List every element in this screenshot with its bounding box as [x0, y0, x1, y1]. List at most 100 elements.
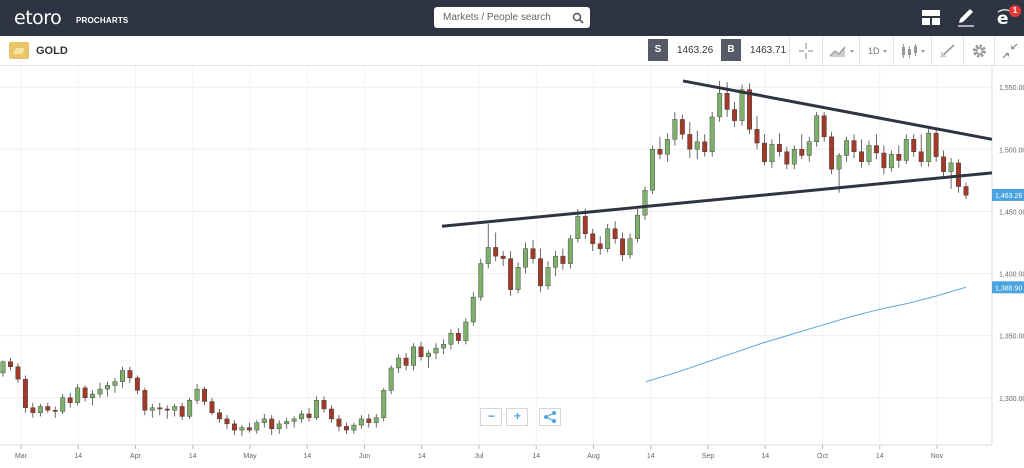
candle-body [530, 248, 536, 259]
candle-body [120, 370, 125, 382]
etoro-logo[interactable]: etoro [14, 7, 62, 29]
candle-body [933, 132, 939, 157]
candle-body [941, 156, 947, 172]
candle-up [239, 425, 245, 437]
candle-body [441, 344, 446, 349]
candle-down [52, 406, 58, 418]
search-box [434, 7, 590, 28]
candle-body [948, 162, 954, 172]
candle-body [620, 238, 626, 256]
candle-body [187, 400, 193, 417]
x-tick-label: Oct [817, 453, 828, 460]
candle-down [851, 134, 857, 158]
candle-down [8, 358, 13, 371]
candle-down [343, 422, 349, 434]
x-tick-label: Jun [359, 453, 370, 460]
trendline-upper[interactable] [682, 79, 993, 141]
candle-body [82, 387, 88, 398]
candle-up [866, 140, 872, 166]
candle-body [500, 255, 506, 259]
candle-down [508, 251, 514, 296]
candle-body [732, 109, 738, 121]
gold-bar-icon [9, 42, 29, 59]
candle-body [567, 238, 573, 264]
candle-down [246, 422, 252, 433]
notification-badge: 1 [1009, 5, 1021, 17]
candle-body [306, 413, 312, 418]
candle-down [597, 236, 603, 255]
crosshair-tool[interactable] [789, 36, 822, 66]
x-tick-label: Sep [702, 453, 715, 460]
settings-button[interactable] [963, 36, 994, 66]
candle-up [463, 318, 469, 345]
sell-button[interactable]: S [648, 39, 668, 61]
zoom-out-button[interactable]: − [480, 408, 502, 426]
candle-up [396, 354, 402, 373]
candle-body [239, 427, 245, 431]
candle-body [403, 357, 409, 366]
candle-up [254, 420, 260, 434]
candle-body [15, 366, 21, 380]
svg-text:e: e [997, 9, 1009, 28]
candle-up [358, 415, 364, 429]
price-chart[interactable]: 1,550.00 1,500.00 1,450.00 1,400.00 1,350.00… [0, 66, 1024, 463]
collapse-icon [1002, 43, 1018, 59]
account-menu-icon[interactable]: e 1 [994, 5, 1021, 30]
candle-up [836, 152, 842, 193]
candle-body [142, 390, 148, 411]
candle-up [373, 413, 379, 428]
candle-up [650, 145, 655, 194]
candle-body [821, 115, 827, 138]
candle-up [948, 157, 954, 190]
indicators-tool[interactable] [822, 36, 859, 66]
zoom-in-label: + [514, 409, 522, 423]
chart-type-selector[interactable] [893, 36, 931, 66]
candle-down [142, 387, 148, 416]
candle-body [709, 116, 715, 152]
candlestick-chart[interactable]: 1,550.00 1,500.00 1,450.00 1,400.00 1,350.00… [0, 66, 1024, 463]
timeframe-selector[interactable]: 1D [859, 36, 893, 66]
candle-body [284, 421, 290, 425]
candle-body [470, 296, 476, 323]
candle-body [866, 145, 872, 162]
x-tick-label: May [243, 453, 257, 460]
candle-body [538, 258, 543, 287]
x-tick-label: 14 [647, 453, 655, 460]
edit-pencil-icon[interactable] [955, 6, 979, 30]
zoom-out-label: − [488, 409, 496, 423]
draw-line-icon [940, 44, 955, 58]
x-tick-label: Nov [931, 453, 944, 460]
candle-body [127, 370, 133, 379]
drawing-tools[interactable] [931, 36, 963, 66]
buy-button[interactable]: B [721, 39, 741, 61]
share-button[interactable] [539, 408, 561, 426]
layout-icon[interactable] [919, 6, 943, 30]
candle-down [403, 353, 409, 371]
y-tick-label: 1,300.00 [999, 396, 1024, 403]
ma-tag-label: 1,388.90 [995, 285, 1022, 292]
candle-up [545, 261, 551, 290]
search-input[interactable] [434, 7, 573, 28]
candle-up [299, 410, 305, 423]
candle-up [149, 403, 155, 418]
candle-down [366, 413, 372, 428]
moving-average-line [645, 286, 967, 383]
collapse-button[interactable] [994, 36, 1024, 66]
candle-down [22, 375, 28, 413]
candle-body [172, 406, 178, 411]
search-icon[interactable] [572, 11, 584, 29]
candle-down [762, 134, 767, 166]
candle-up [60, 394, 66, 414]
trendline-lower[interactable] [441, 171, 993, 228]
zoom-in-button[interactable]: + [506, 408, 528, 426]
candle-body [627, 238, 633, 256]
candle-up [515, 262, 521, 294]
candle-up [448, 329, 454, 350]
candle-body [859, 151, 864, 162]
candle-down [321, 396, 327, 413]
candle-body [366, 418, 372, 423]
candle-body [903, 139, 909, 161]
candle-body [351, 424, 357, 431]
candle-up [844, 136, 849, 162]
candle-up [411, 343, 417, 371]
